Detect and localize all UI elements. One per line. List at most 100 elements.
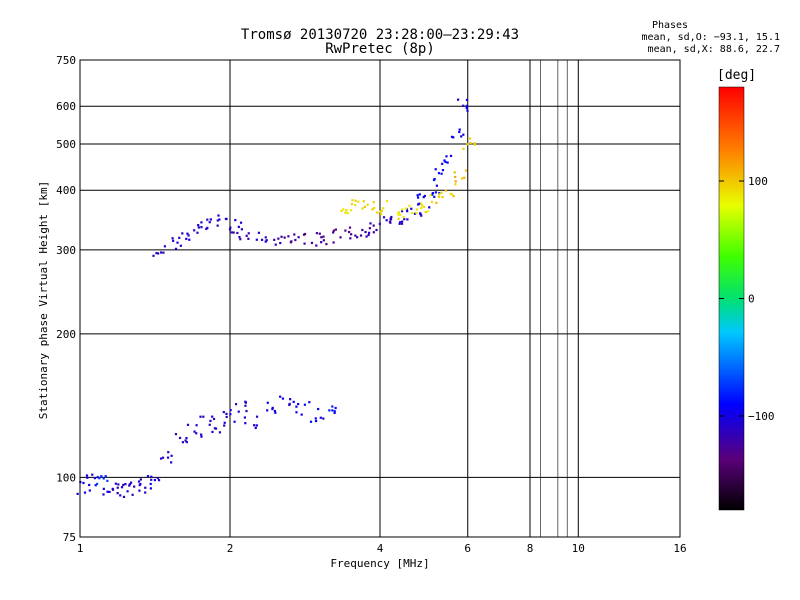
chart-title-line2: RwPretec (8p) (325, 41, 435, 57)
data-point (114, 482, 117, 485)
x-tick-label: 4 (377, 542, 384, 555)
data-point (153, 478, 157, 482)
data-point (450, 193, 454, 196)
y-tick-label: 75 (63, 531, 76, 544)
data-point (202, 415, 205, 418)
data-point (255, 238, 258, 241)
data-point (315, 232, 319, 235)
data-point (372, 231, 375, 234)
data-point (420, 214, 423, 217)
grid-layer (80, 60, 680, 537)
data-point (445, 155, 448, 158)
data-point (197, 224, 200, 227)
x-axis-label: Frequency [MHz] (330, 557, 429, 570)
data-point (255, 415, 259, 418)
data-point (172, 239, 175, 242)
data-point (139, 478, 142, 481)
data-point (465, 98, 469, 102)
data-point (465, 107, 468, 110)
data-point (389, 217, 392, 220)
data-point (266, 409, 269, 412)
data-point (367, 233, 370, 237)
data-point (368, 227, 371, 230)
data-point (349, 237, 352, 240)
data-point (185, 440, 188, 444)
data-point (184, 439, 187, 442)
data-point (410, 207, 413, 210)
data-point (178, 236, 181, 239)
data-point (385, 200, 389, 203)
data-point (382, 216, 386, 219)
data-point (232, 231, 235, 234)
data-point (200, 435, 203, 438)
data-point (322, 239, 325, 242)
data-point (406, 218, 409, 221)
y-tick-label: 500 (56, 138, 76, 151)
data-point (124, 482, 127, 486)
data-point (401, 220, 404, 223)
phases-header: Phases (651, 20, 689, 31)
data-point (319, 416, 322, 419)
data-point (333, 410, 336, 413)
data-point (126, 490, 129, 493)
data-point (350, 233, 353, 236)
data-point (344, 211, 347, 214)
data-point (166, 456, 170, 459)
data-point (420, 202, 423, 205)
data-point (129, 481, 133, 484)
data-point (422, 196, 425, 199)
y-axis-label: Stationary phase Virtual Height [km] (37, 181, 50, 419)
data-point (411, 211, 414, 215)
axis-tick-labels: 1 2 4 6 8 10 16 75 100 200 300 400 500 600 750 (56, 54, 687, 555)
data-point (122, 483, 125, 487)
data-point (224, 217, 228, 221)
y-tick-label: 750 (56, 54, 76, 67)
y-tick-label: 600 (56, 100, 76, 113)
data-point (295, 405, 298, 408)
data-point (119, 494, 122, 497)
data-point (314, 417, 317, 420)
data-point (290, 240, 293, 243)
data-point (200, 221, 203, 224)
data-point (434, 168, 437, 171)
data-point (195, 424, 198, 427)
colorbar-tick-label: −100 (748, 410, 775, 423)
data-point (462, 147, 465, 150)
data-point (320, 241, 323, 244)
data-point (106, 479, 109, 482)
data-point (176, 241, 179, 244)
data-point (354, 234, 357, 237)
data-point (419, 213, 422, 216)
data-point (209, 218, 212, 221)
data-point (364, 230, 367, 234)
data-point (431, 193, 434, 196)
data-point (315, 244, 318, 247)
data-point (149, 482, 152, 486)
data-point (178, 436, 182, 440)
data-point (418, 202, 421, 205)
data-point (185, 437, 188, 440)
data-point (437, 195, 441, 199)
x-tick-label: 6 (464, 542, 471, 555)
data-point (382, 207, 385, 210)
data-point (297, 236, 300, 239)
data-point (155, 252, 158, 255)
data-point (348, 226, 352, 229)
data-point (397, 213, 400, 216)
data-point (416, 196, 420, 199)
data-point (354, 203, 357, 207)
data-point (209, 419, 212, 423)
data-point (225, 412, 228, 415)
data-point (174, 247, 178, 250)
data-point (300, 413, 303, 416)
data-point (454, 183, 457, 186)
data-point (138, 489, 141, 492)
data-point (344, 229, 347, 232)
colorbar-title: [deg] (717, 68, 757, 83)
data-point (422, 205, 426, 209)
data-point (373, 206, 376, 210)
data-point (128, 483, 132, 486)
data-point (469, 141, 472, 145)
data-point (179, 244, 182, 247)
